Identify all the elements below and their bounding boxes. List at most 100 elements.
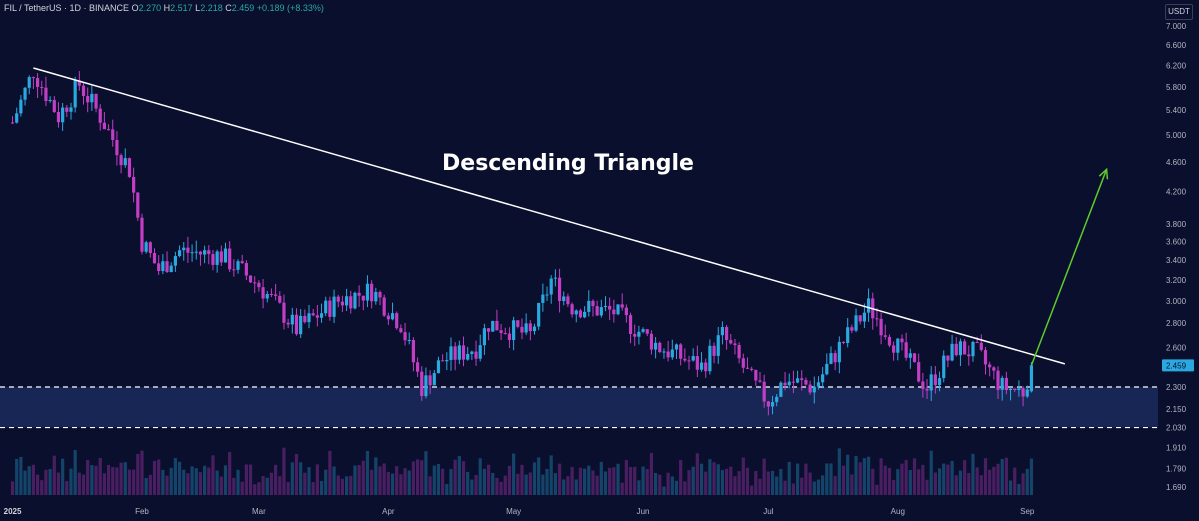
- candle-body: [866, 298, 871, 313]
- candle: [207, 245, 211, 265]
- volume-bar: [846, 454, 850, 495]
- candle-body: [704, 362, 708, 372]
- candle: [850, 324, 854, 334]
- candle-body: [524, 323, 528, 333]
- candle-body: [754, 369, 758, 381]
- candle-body: [908, 353, 912, 358]
- candle-body: [436, 360, 441, 374]
- candle-body: [979, 342, 983, 350]
- candle: [382, 294, 386, 317]
- candle-body: [286, 322, 290, 325]
- low-label: L: [195, 3, 201, 13]
- candle-body: [486, 328, 491, 332]
- candle-body: [102, 122, 106, 130]
- volume-bar: [315, 464, 319, 495]
- symbol-title[interactable]: FIL / TetherUS · 1D · BINANCE: [4, 3, 130, 13]
- candle-body: [779, 382, 783, 397]
- volume-bar: [775, 476, 779, 495]
- volume-bar: [1004, 457, 1008, 495]
- candle-body: [269, 293, 274, 295]
- candle-body: [403, 332, 407, 341]
- candle: [791, 370, 796, 394]
- volume-bar: [111, 467, 115, 495]
- volume-bar: [40, 480, 44, 495]
- candle: [269, 288, 274, 298]
- volume-bar: [816, 479, 821, 495]
- volume-bar: [261, 476, 265, 495]
- candle: [917, 353, 921, 383]
- candle-body: [482, 328, 486, 346]
- price-axis-tick: 3.200: [1166, 276, 1187, 285]
- volume-bar: [424, 451, 428, 495]
- volume-bar: [453, 459, 457, 495]
- volume-bar: [708, 459, 712, 495]
- volume-bar: [140, 450, 144, 495]
- volume-bar: [311, 482, 315, 495]
- volume-bar: [115, 467, 119, 495]
- candle-body: [407, 339, 411, 341]
- candle: [595, 300, 599, 317]
- candle: [370, 280, 374, 309]
- volume-bar: [729, 466, 733, 495]
- volume-bar: [641, 466, 645, 495]
- candle-body: [194, 251, 198, 253]
- candle: [503, 327, 507, 335]
- candle: [770, 395, 775, 415]
- descending-resistance-trendline[interactable]: [33, 67, 1066, 365]
- candle: [40, 80, 44, 96]
- candle-body: [616, 304, 620, 315]
- candle: [733, 338, 737, 355]
- candle: [102, 112, 106, 130]
- candle: [779, 381, 783, 398]
- time-axis[interactable]: 2025 Feb Mar Apr May Jun Jul Aug Sep: [4, 507, 1035, 516]
- candle-body: [658, 342, 662, 352]
- candle-body: [729, 340, 733, 344]
- volume-bar: [900, 463, 904, 495]
- currency-badge[interactable]: USDT: [1165, 4, 1193, 20]
- volume-bar: [23, 470, 27, 495]
- volume-bar: [69, 468, 73, 495]
- candle: [424, 367, 428, 399]
- candle-body: [303, 315, 307, 323]
- candle: [603, 296, 608, 312]
- candle: [549, 275, 553, 304]
- price-axis-tick: 2.600: [1166, 343, 1187, 352]
- volume-bar: [591, 470, 595, 495]
- volume-bar: [286, 482, 290, 495]
- volume-bar: [169, 467, 173, 495]
- breakout-arrow[interactable]: [1030, 167, 1109, 366]
- candle: [106, 124, 111, 131]
- volume-bar: [336, 475, 340, 495]
- candle-body: [683, 358, 687, 361]
- volume-bar: [1025, 468, 1029, 495]
- candle: [228, 241, 232, 272]
- candle-body: [365, 283, 370, 301]
- candle: [453, 342, 457, 371]
- high-value: 2.517: [170, 3, 193, 13]
- volume-bar: [253, 484, 257, 495]
- candle: [537, 302, 541, 331]
- volume-bar: [858, 462, 862, 495]
- volume-bar: [399, 474, 403, 495]
- candle: [620, 293, 624, 311]
- candle: [687, 355, 691, 370]
- candle: [441, 354, 445, 362]
- candle: [282, 294, 286, 330]
- candle: [219, 245, 223, 266]
- volume-bar: [720, 470, 725, 495]
- candle-body: [294, 314, 299, 335]
- candle-body: [265, 293, 269, 299]
- price-axis[interactable]: 7.000 6.600 6.200 5.800 5.400 5.000 4.600 4.200…: [1158, 0, 1199, 521]
- volume-bar: [762, 458, 766, 495]
- candle-body: [654, 342, 658, 350]
- candle: [328, 296, 332, 321]
- candle-body: [415, 362, 420, 372]
- volume-bar: [461, 461, 466, 495]
- candle: [274, 283, 278, 301]
- candle: [190, 244, 194, 262]
- candle-body: [361, 295, 365, 301]
- candle: [315, 304, 319, 327]
- candle-body: [829, 353, 833, 364]
- time-axis-tick: Feb: [135, 507, 149, 516]
